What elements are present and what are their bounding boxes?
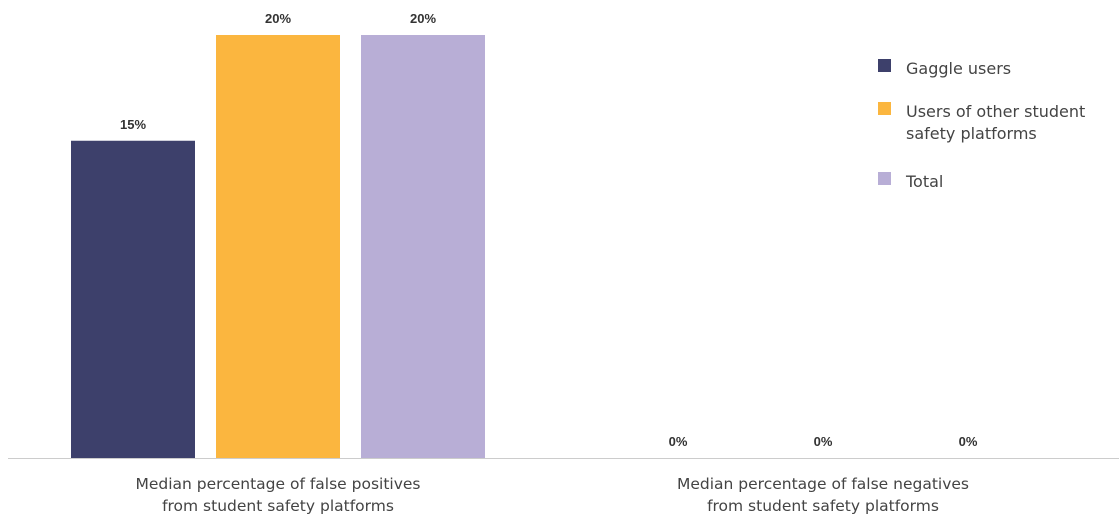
legend-swatch-1 [878,102,891,115]
value-labels-group: 15% 20% 20% 0% 0% 0% [120,11,978,449]
legend-label-0: Gaggle users [906,59,1011,78]
data-label-cat1-series1: 0% [814,434,833,449]
legend-swatch-0 [878,59,891,72]
x-tick-label-1-line1: from student safety platforms [707,497,939,515]
legend: Gaggle users Users of other student safety… [878,59,1085,191]
bar-cat0-series0 [71,140,195,458]
data-label-cat0-series2: 20% [410,11,436,26]
x-tick-label-1-line0: Median percentage of false negatives [677,475,969,493]
bars-group [71,35,485,458]
category-labels-group: Median percentage of false positives from… [135,475,969,515]
x-tick-label-0-line0: Median percentage of false positives [135,475,420,493]
legend-label-2: Total [905,172,943,191]
bar-cat0-series2 [361,35,485,458]
legend-label-1-line0: Users of other student [906,102,1085,121]
data-label-cat0-series0: 15% [120,117,146,132]
x-tick-label-0-line1: from student safety platforms [162,497,394,515]
legend-label-1-line1: safety platforms [906,124,1037,143]
data-label-cat1-series0: 0% [669,434,688,449]
legend-swatch-2 [878,172,891,185]
bar-cat0-series1 [216,35,340,458]
data-label-cat1-series2: 0% [959,434,978,449]
data-label-cat0-series1: 20% [265,11,291,26]
